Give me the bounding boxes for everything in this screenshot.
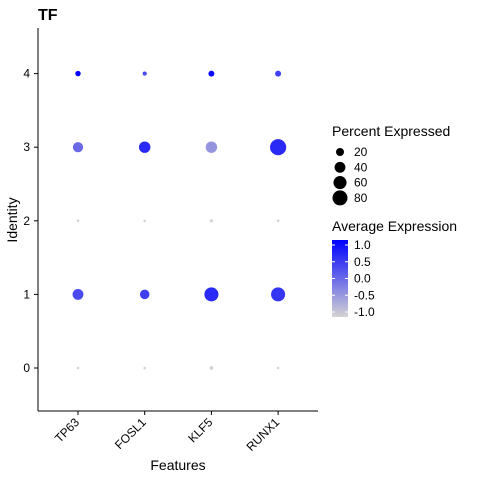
- dot-klf5-identity-3: [205, 141, 218, 153]
- y-tick-label: 0: [23, 361, 30, 375]
- dot-runx1-identity-0: [276, 366, 280, 370]
- dot-runx1-identity-2: [276, 219, 280, 223]
- dot-runx1-identity-1: [271, 287, 286, 302]
- size-legend-label: 80: [354, 191, 368, 205]
- dot-fosl1-identity-3: [138, 141, 151, 153]
- dot-fosl1-identity-0: [143, 366, 146, 370]
- size-legend-label: 20: [354, 145, 368, 159]
- size-legend-title: Percent Expressed: [332, 123, 450, 139]
- dot-klf5-identity-2: [209, 219, 213, 223]
- size-legend-dot: [332, 190, 348, 206]
- chart-title: TF: [38, 7, 58, 24]
- y-tick-label: 4: [23, 67, 30, 81]
- size-legend-dot: [333, 176, 347, 190]
- color-legend-label: -0.5: [354, 288, 375, 302]
- size-legend-dot: [334, 161, 346, 173]
- x-tick-label: TP63: [52, 415, 82, 445]
- color-legend-label: 0.0: [354, 272, 371, 286]
- size-legend-label: 40: [354, 160, 368, 174]
- dot-tp63-identity-2: [76, 219, 80, 223]
- dot-tp63-identity-4: [75, 70, 81, 77]
- dot-fosl1-identity-4: [142, 71, 147, 76]
- x-tick-label: RUNX1: [244, 415, 283, 454]
- dot-klf5-identity-1: [204, 287, 219, 302]
- y-tick-label: 3: [23, 140, 30, 154]
- y-tick-label: 2: [23, 214, 30, 228]
- dot-klf5-identity-0: [209, 366, 214, 370]
- color-legend-bar: [332, 240, 348, 317]
- dot-tp63-identity-3: [72, 142, 84, 153]
- dot-fosl1-identity-2: [143, 219, 146, 223]
- size-legend-dot: [336, 148, 344, 156]
- y-axis-ticks: 0 1 2 3 4: [23, 67, 38, 375]
- x-tick-label: FOSL1: [112, 415, 149, 452]
- y-axis-label: Identity: [4, 197, 20, 242]
- color-legend-title: Average Expression: [332, 218, 457, 234]
- size-legend-label: 60: [354, 176, 368, 190]
- y-tick-label: 1: [23, 287, 30, 301]
- color-legend: 1.0 0.5 0.0 -0.5 -1.0: [332, 238, 375, 319]
- dot-tp63-identity-1: [72, 288, 84, 300]
- dot-klf5-identity-4: [208, 70, 215, 77]
- color-legend-label: -1.0: [354, 305, 375, 319]
- dot-runx1-identity-4: [275, 70, 282, 77]
- dot-fosl1-identity-1: [139, 289, 150, 300]
- dots-layer: [72, 70, 287, 370]
- color-legend-label: 1.0: [354, 238, 371, 252]
- color-legend-label: 0.5: [354, 255, 371, 269]
- x-tick-label: KLF5: [185, 415, 215, 445]
- dot-runx1-identity-3: [270, 139, 287, 156]
- dot-tp63-identity-0: [76, 366, 80, 370]
- x-axis-label: Features: [150, 457, 205, 473]
- x-axis-ticks: TP63 FOSL1 KLF5 RUNX1: [52, 411, 283, 454]
